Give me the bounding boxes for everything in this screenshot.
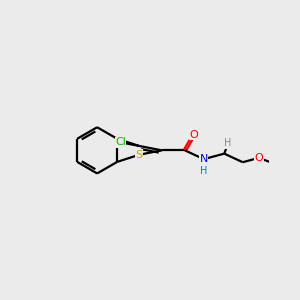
Text: H: H xyxy=(224,138,232,148)
Text: S: S xyxy=(136,150,143,160)
Text: O: O xyxy=(190,130,198,140)
Text: H: H xyxy=(200,166,207,176)
Text: O: O xyxy=(254,153,263,163)
Text: Cl: Cl xyxy=(115,137,126,147)
Text: N: N xyxy=(200,154,208,164)
